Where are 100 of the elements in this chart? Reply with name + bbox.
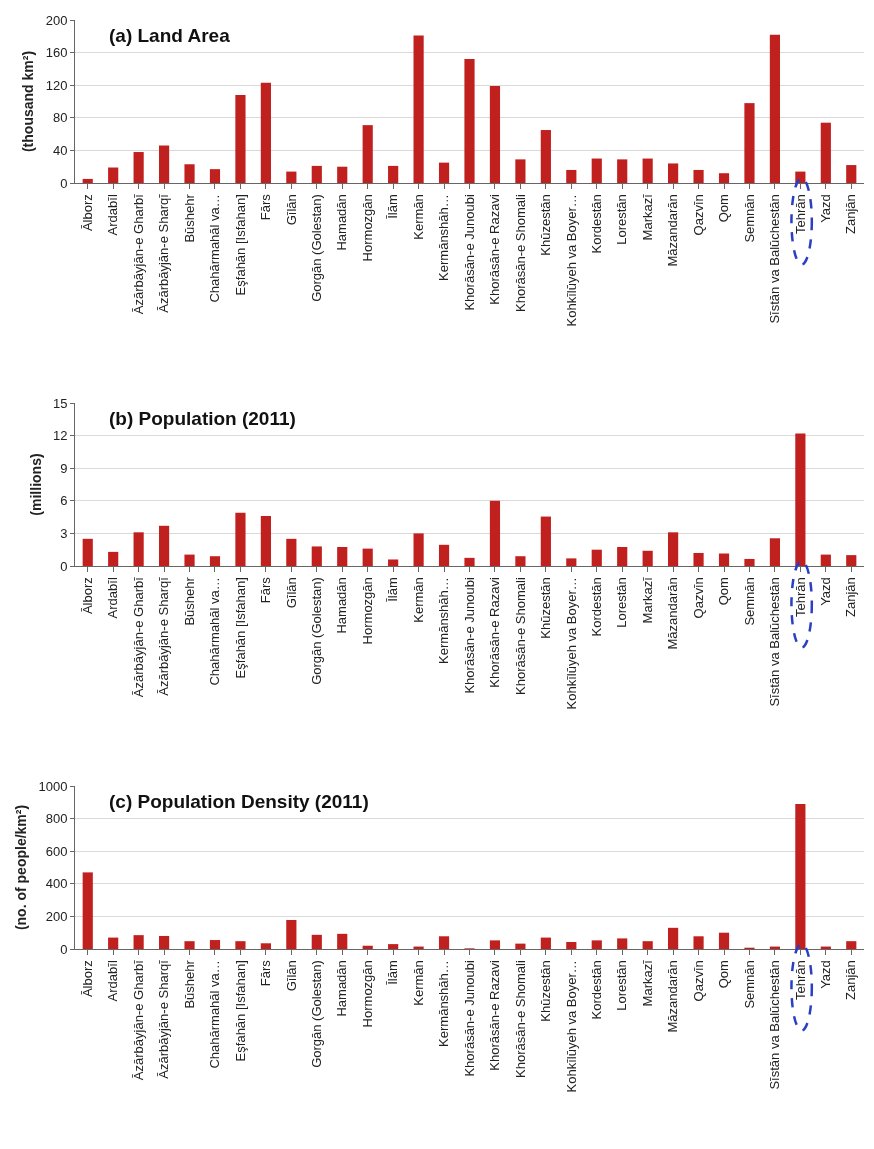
y-axis-title: (thousand km²) [20,50,37,153]
chart-title: (c) Population Density (2011) [109,791,369,812]
bar [718,173,730,183]
bar [769,538,781,566]
bar [438,162,450,183]
x-tick-label: Būshehr [181,959,197,1009]
bar [158,935,170,949]
bar [464,59,475,183]
bar [209,169,221,183]
bar [693,552,704,566]
x-tick-label: Markazī [639,959,655,1007]
bar [668,532,679,566]
x-tick-label: Chahārmahāl va… [207,194,223,303]
bar [515,159,526,183]
x-tick-label: Khorāsān-e Shomali [512,960,528,1078]
bar [617,546,628,566]
bar [718,553,730,566]
x-tick-label: Gīlān [283,960,299,992]
x-tick-label: Māzandarān [665,960,681,1033]
y-tick-label: 200 [45,908,68,924]
x-tick-label: Chahārmahāl va… [207,960,223,1069]
bar [668,163,679,183]
bar [846,555,857,566]
bar [617,938,628,949]
x-tick-label: Qazvīn [690,960,706,1002]
x-tick-label: Eşfahān [Isfahan] [232,577,248,679]
x-tick-label: Āzārbāyjān-e Gharbī [130,193,146,315]
x-tick-label: Khorāsān-e Shomali [512,577,528,695]
x-tick-label: Kermān [410,577,426,623]
bar [795,433,806,566]
bar [133,935,144,949]
x-tick-label: Hamadān [334,577,350,634]
y-tick-label: 0 [60,558,68,574]
bar [591,940,602,949]
x-tick-label: Zanjān [843,577,859,617]
x-tick-label: Ālborz [79,960,95,998]
x-tick-label: Yazd [818,960,834,989]
bar [184,554,195,566]
x-tick-label: Āzārbāyjān-e Gharbī [130,576,146,698]
x-tick-label: Tehrān [792,960,808,1000]
x-tick-label: Ardabīl [105,960,121,1002]
y-tick-label: 400 [45,876,68,892]
x-tick-label: Būshehr [181,193,197,243]
bar [286,171,297,183]
bar [693,936,704,949]
x-tick-label: Sīstān va Balūchestān [767,577,783,707]
bar [133,152,144,183]
x-tick-label: Eşfahān [Isfahan] [232,960,248,1062]
x-tick-label: Fārs [258,959,274,987]
bar [591,158,602,183]
bar [82,538,93,566]
x-tick-label: Khorāsān-e Junoubi [461,960,477,1077]
bar [108,937,119,949]
bar [540,130,551,183]
x-tick-label: Gorgān (Golestan) [309,960,325,1068]
x-tick-label: Khorāsān-e Junoubi [461,194,477,311]
y-tick-label: 600 [45,843,68,859]
x-tick-label: Ardabīl [105,577,121,619]
x-tick-label: Lorestān [614,194,630,245]
x-tick-label: Zanjān [843,194,859,234]
x-tick-label: Gīlān [283,194,299,226]
bar [464,557,475,566]
x-tick-label: Kermān [410,960,426,1006]
y-tick-label: 160 [45,45,68,61]
x-tick-label: Yazd [818,194,834,223]
x-tick-label: Lorestān [614,577,630,628]
x-tick-label: Khorāsān-e Razavi [487,960,503,1071]
y-tick-label: 200 [45,12,68,28]
x-tick-label: Sīstān va Balūchestān [767,960,783,1090]
x-tick-label: Kermānshāh… [436,194,452,281]
bar [133,532,144,566]
x-tick-label: Qom [716,194,732,223]
y-axis-title: (no. of people/km²) [13,804,30,931]
x-tick-label: Būshehr [181,576,197,626]
x-tick-label: Eşfahān [Isfahan] [232,194,248,296]
bar [566,558,577,566]
x-tick-label: Qom [716,960,732,989]
x-tick-label: Īlām [385,194,401,219]
bar [286,919,297,949]
x-tick-label: Hamadān [334,194,350,251]
x-tick-label: Khorāsān-e Razavi [487,577,503,688]
y-tick-label: 800 [45,811,68,827]
x-tick-label: Qazvīn [690,577,706,619]
bar [795,803,806,949]
bar [388,944,399,949]
x-tick-label: Khorāsān-e Razavi [487,194,503,305]
bar [693,169,704,183]
bar [769,34,781,183]
bar [260,943,271,949]
bar [388,559,399,566]
x-tick-label: Īlām [385,960,401,985]
y-tick-label: 0 [60,941,68,957]
y-tick-label: 120 [45,77,68,93]
x-tick-label: Hormozgān [359,577,375,645]
bar [846,941,857,949]
x-tick-label: Māzandarān [665,577,681,650]
x-tick-label: Qazvīn [690,194,706,236]
x-tick-label: Kordestān [588,194,604,254]
x-tick-label: Gorgān (Golestan) [309,577,325,685]
bar [540,516,551,566]
